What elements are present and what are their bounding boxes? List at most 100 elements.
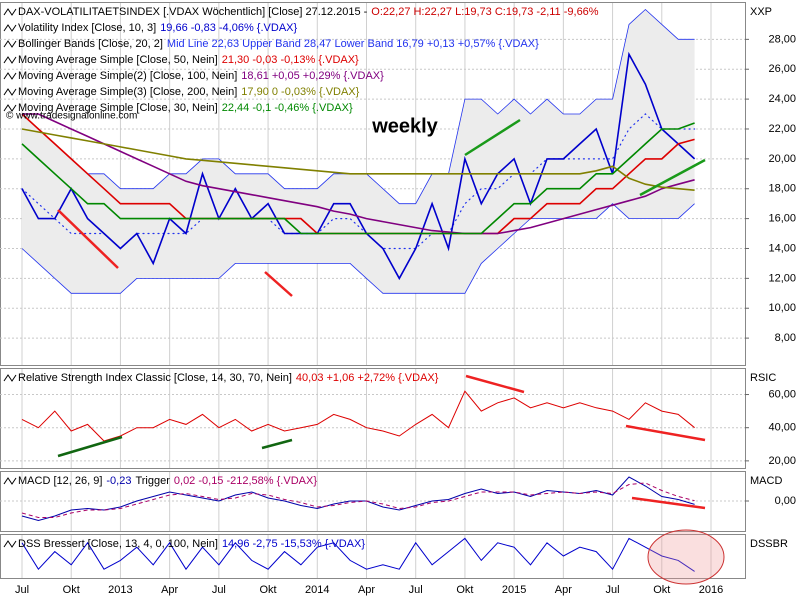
y-tick-label: 26,00 xyxy=(768,63,796,75)
x-tick-label: Jul xyxy=(15,584,29,596)
legend-entry: Volatility Index [Close, 10, 3] 19,66 -0,… xyxy=(18,22,297,34)
x-tick-label: Jul xyxy=(212,584,226,596)
legend-values: 40,03 +1,06 +2,72% {.VDAX} xyxy=(296,372,439,384)
legend-values: 21,30 -0,03 -0,13% {.VDAX} xyxy=(222,54,359,66)
legend-name: Volatility Index [Close, 10, 3] xyxy=(18,22,156,34)
legend-values: 0,02 -0,15 -212,58% {.VDAX} xyxy=(174,475,317,487)
x-tick-label: 2013 xyxy=(108,584,132,596)
trend-line xyxy=(264,271,293,297)
trend-line xyxy=(625,424,706,442)
x-tick-label: Jul xyxy=(409,584,423,596)
y-tick-label: 24,00 xyxy=(768,93,796,105)
legend-values: 14,96 -2,75 -15,53% {.VDAX} xyxy=(222,538,365,550)
legend-name: MACD [12, 26, 9] xyxy=(18,475,102,487)
legend-name: Relative Strength Index Classic [Close, … xyxy=(18,372,292,384)
legend-name: Moving Average Simple [Close, 30, Nein] xyxy=(18,102,218,114)
y-tick-label: 10,00 xyxy=(768,302,796,314)
trend-line xyxy=(465,374,525,394)
trend-line xyxy=(57,209,119,269)
legend-name: Moving Average Simple(2) [Close, 100, Ne… xyxy=(18,70,237,82)
x-tick-label: Okt xyxy=(260,584,277,596)
x-tick-label: Apr xyxy=(161,584,178,596)
legend-name: Moving Average Simple(3) [Close, 200, Ne… xyxy=(18,86,237,98)
legend-icon xyxy=(3,477,17,485)
legend-values: O:22,27 H:22,27 L:19,73 C:19,73 -2,11 -9… xyxy=(371,6,599,18)
axis-label: RSIC xyxy=(750,372,776,384)
legend-entry: DSS Bressert [Close, 13, 4, 0, 100, Nein… xyxy=(18,538,365,550)
series-line xyxy=(21,51,696,281)
legend-entry: MACD [12, 26, 9] -0,23 Trigger 0,02 -0,15 -… xyxy=(18,475,317,487)
x-tick-label: Okt xyxy=(456,584,473,596)
legend-entry: Moving Average Simple [Close, 50, Nein] 2… xyxy=(18,54,359,66)
legend-icon xyxy=(3,72,17,80)
legend-values: Mid Line 22,63 Upper Band 28,47 Lower Ba… xyxy=(167,38,539,50)
series-line xyxy=(21,122,695,235)
legend-icon xyxy=(3,88,17,96)
legend-name: Trigger xyxy=(135,475,170,487)
legend-name: Bollinger Bands [Close, 20, 2] xyxy=(18,38,163,50)
axis-label: MACD xyxy=(750,475,782,487)
series-line xyxy=(21,390,695,442)
axis-label: XXP xyxy=(750,6,772,18)
legend-entry: Bollinger Bands [Close, 20, 2] Mid Line 2… xyxy=(18,38,539,50)
series-line xyxy=(21,128,695,191)
axis-label: DSSBR xyxy=(750,538,788,550)
x-tick-label: 2016 xyxy=(699,584,723,596)
panel xyxy=(0,368,746,469)
y-tick-label: 28,00 xyxy=(768,33,796,45)
legend-icon xyxy=(3,8,17,16)
legend-icon xyxy=(3,24,17,32)
trend-line xyxy=(639,158,706,197)
annotation-lines xyxy=(57,118,725,585)
legend-icon xyxy=(3,374,17,382)
y-tick-label: 22,00 xyxy=(768,123,796,135)
legend-name: DAX-VOLATILITAETSINDEX [.VDAX Wöchentlic… xyxy=(18,6,368,18)
highlight-ellipse xyxy=(647,529,725,585)
annotation: weekly xyxy=(371,115,438,137)
y-tick-label: 20,00 xyxy=(768,455,796,467)
y-tick-label: 18,00 xyxy=(768,183,796,195)
series-line xyxy=(21,537,695,572)
series-line xyxy=(21,482,695,518)
legend-entry: Moving Average Simple(3) [Close, 200, Ne… xyxy=(18,86,360,98)
legend-name: Moving Average Simple [Close, 50, Nein] xyxy=(18,54,218,66)
legend-icon xyxy=(3,104,17,112)
series-line xyxy=(22,113,695,235)
annotation: © www.tradesignalonline.com xyxy=(6,111,137,122)
legend-values: 17,90 0 -0,03% {.VDAX} xyxy=(241,86,359,98)
y-tick-label: 16,00 xyxy=(768,213,796,225)
x-tick-label: 2014 xyxy=(305,584,329,596)
legend-icon xyxy=(3,540,17,548)
legend-values: -0,23 xyxy=(106,475,131,487)
legend-values: 18,61 +0,05 +0,29% {.VDAX} xyxy=(241,70,384,82)
legend-icon xyxy=(3,40,17,48)
x-tick-label: Jul xyxy=(606,584,620,596)
y-tick-label: 12,00 xyxy=(768,272,796,284)
x-tick-label: 2015 xyxy=(502,584,526,596)
x-tick-label: Okt xyxy=(653,584,670,596)
trend-line xyxy=(464,118,521,157)
legend-icon xyxy=(3,56,17,64)
trend-line xyxy=(631,496,706,510)
trend-line xyxy=(261,438,293,450)
legend-values: 19,66 -0,83 -4,06% {.VDAX} xyxy=(160,22,297,34)
legend-entry: Moving Average Simple [Close, 30, Nein] 2… xyxy=(18,102,353,114)
y-tick-label: 20,00 xyxy=(768,153,796,165)
y-tick-label: 14,00 xyxy=(768,242,796,254)
legend-entry: Relative Strength Index Classic [Close, … xyxy=(18,372,439,384)
trend-line xyxy=(57,435,123,458)
legend-entry: Moving Average Simple(2) [Close, 100, Ne… xyxy=(18,70,384,82)
legend-name: DSS Bressert [Close, 13, 4, 0, 100, Nein… xyxy=(18,538,218,550)
x-tick-label: Apr xyxy=(358,584,375,596)
legend-values: 22,44 -0,1 -0,46% {.VDAX} xyxy=(222,102,353,114)
y-tick-label: 0,00 xyxy=(775,495,796,507)
x-tick-label: Okt xyxy=(63,584,80,596)
band-line xyxy=(21,203,695,294)
legend-entry: DAX-VOLATILITAETSINDEX [.VDAX Wöchentlic… xyxy=(18,6,599,18)
y-tick-label: 40,00 xyxy=(768,422,796,434)
y-tick-label: 8,00 xyxy=(775,332,796,344)
y-tick-label: 60,00 xyxy=(768,388,796,400)
x-tick-label: Apr xyxy=(555,584,572,596)
